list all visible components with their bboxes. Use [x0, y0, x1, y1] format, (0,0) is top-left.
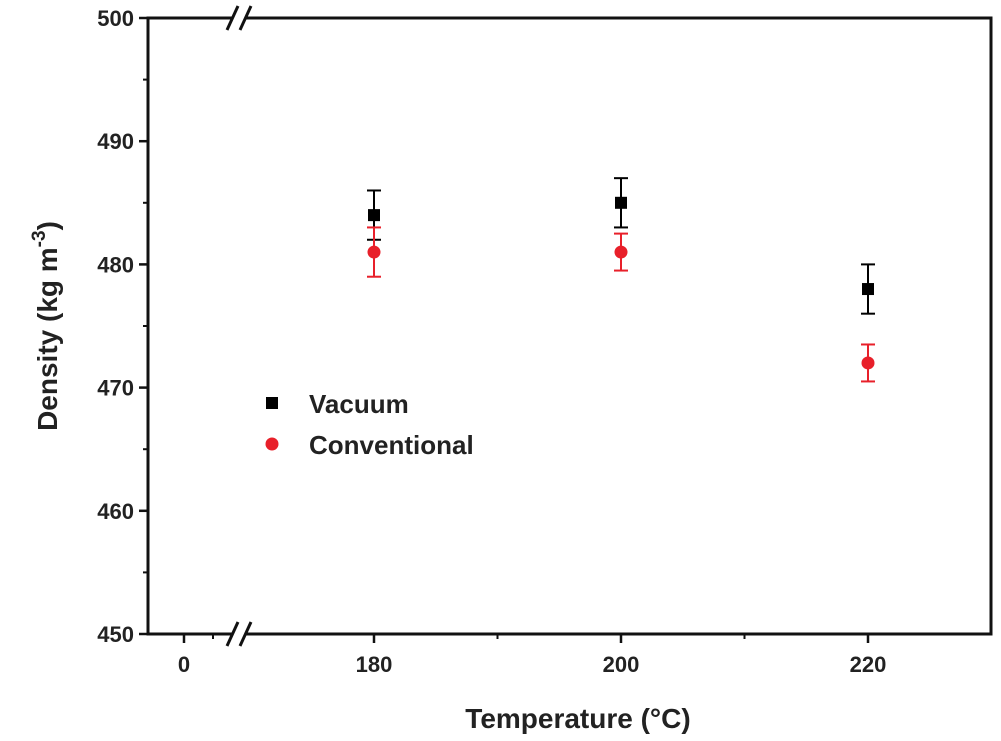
- x-axis-title: Temperature (°C): [465, 703, 690, 734]
- legend-marker-vacuum: [266, 397, 278, 409]
- y-tick-label-490: 490: [97, 129, 134, 154]
- y-tick-label-460: 460: [97, 499, 134, 524]
- vacuum-point-200: [615, 196, 627, 209]
- y-tick-label-480: 480: [97, 252, 134, 277]
- conventional-point-200: [614, 245, 628, 259]
- plot-frame: [146, 16, 993, 636]
- vacuum-point-220: [862, 283, 874, 296]
- x-tick-label-220: 220: [850, 652, 887, 677]
- top-axis-break: [225, 5, 253, 31]
- x-axis-ticks: 0 180 200 220: [178, 634, 886, 677]
- y-tick-label-500: 500: [97, 6, 134, 31]
- y-axis-title-main: Density (kg m: [32, 247, 63, 431]
- legend-label-conventional: Conventional: [309, 430, 474, 460]
- x-tick-label-200: 200: [603, 652, 640, 677]
- legend: Vacuum Conventional: [265, 389, 474, 460]
- vacuum-point-180: [368, 209, 380, 222]
- y-tick-label-450: 450: [97, 622, 134, 647]
- x-tick-label-180: 180: [356, 652, 393, 677]
- legend-label-vacuum: Vacuum: [309, 389, 409, 419]
- x-tick-label-0: 0: [178, 652, 190, 677]
- y-axis-title: Density (kg m-3): [29, 221, 63, 431]
- y-tick-label-470: 470: [97, 376, 134, 401]
- conventional-point-180: [367, 245, 381, 259]
- y-axis-title-close: ): [32, 221, 63, 230]
- legend-marker-conventional: [265, 437, 279, 451]
- y-axis-title-superscript: -3: [29, 230, 50, 247]
- conventional-point-220: [861, 356, 875, 370]
- bottom-axis-break: [225, 621, 253, 647]
- data-marks: [367, 177, 875, 383]
- y-axis-ticks: 450 460 470 480 490 500: [97, 6, 148, 647]
